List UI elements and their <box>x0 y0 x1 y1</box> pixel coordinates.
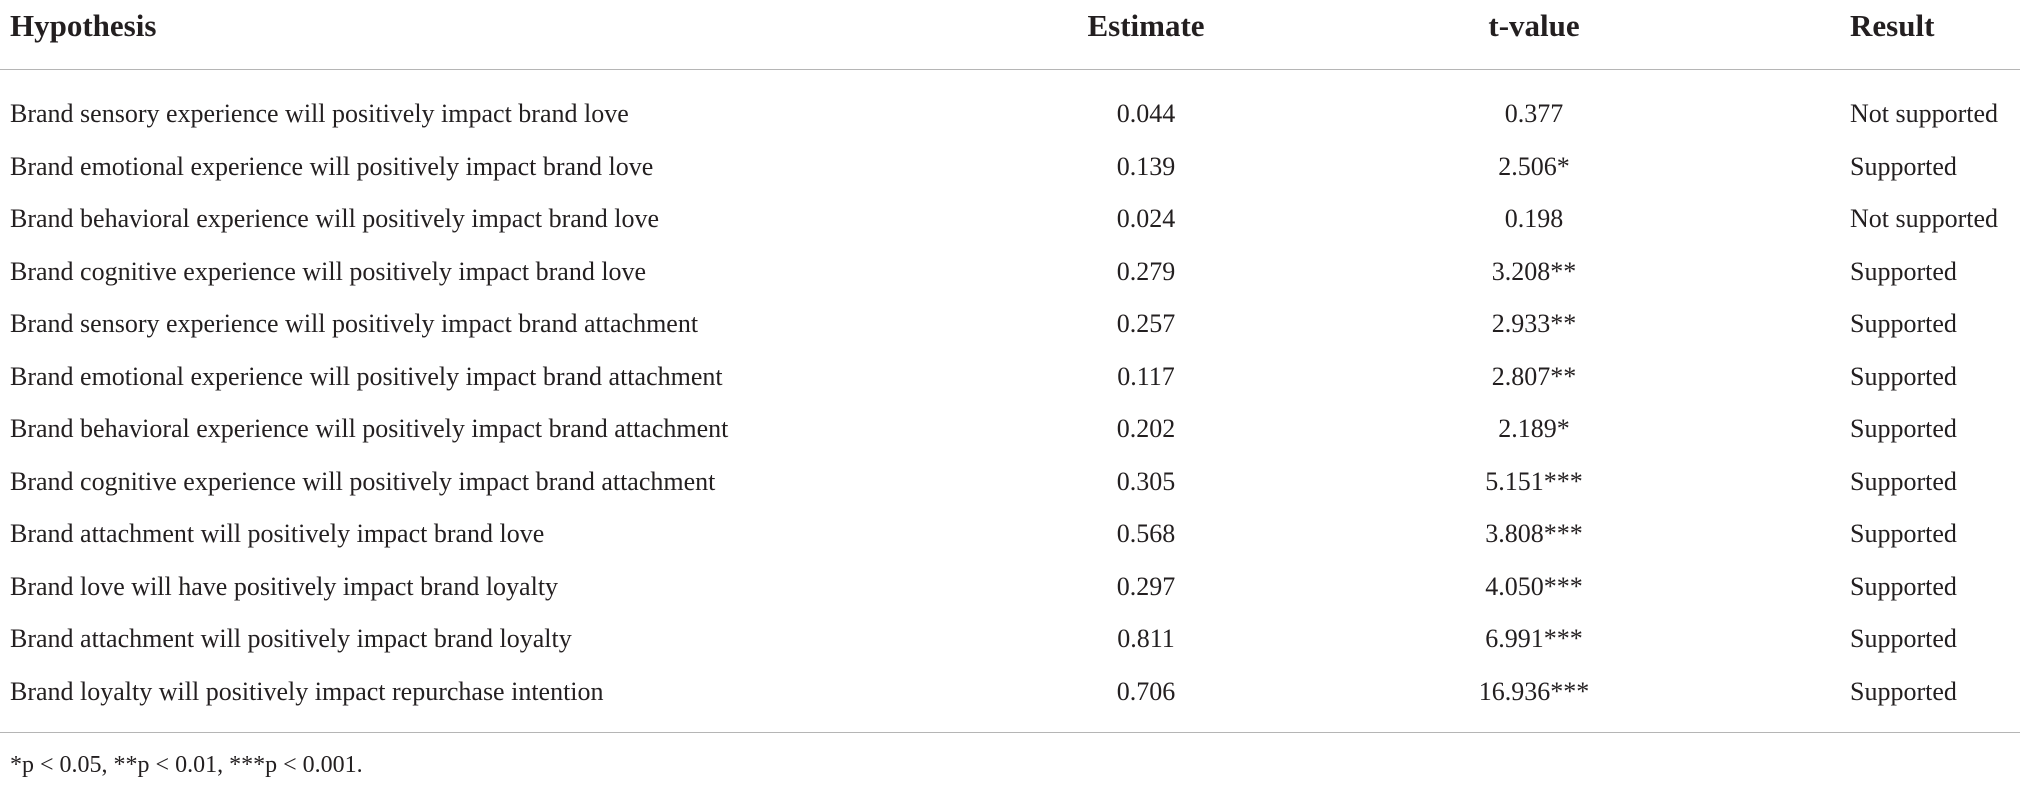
table-cell: 0.257 <box>1116 309 1176 338</box>
table-cell: Not supported <box>1850 204 1999 233</box>
table-cell: 2.807** <box>1491 361 1577 391</box>
table-cell: 2.189* <box>1498 414 1570 443</box>
table-cell: Supported <box>1850 414 1957 443</box>
table-cell: 0.024 <box>1116 204 1176 233</box>
table-cell: Brand cognitive experience will positive… <box>10 466 716 496</box>
header-rule <box>0 69 2020 70</box>
table-cell: 0.117 <box>1117 361 1175 391</box>
header-cell: t-value <box>1488 8 1580 43</box>
table-cell: 16.936*** <box>1478 676 1590 706</box>
footnote: *p < 0.05, **p < 0.01, ***p < 0.001. <box>10 752 363 778</box>
table-cell: Brand cognitive experience will positive… <box>10 256 647 286</box>
table-cell: 6.991*** <box>1485 624 1583 653</box>
table-cell: 3.208** <box>1491 256 1577 286</box>
table-cell: Brand sensory experience will positively… <box>10 99 629 128</box>
table-cell: 0.305 <box>1116 466 1176 496</box>
table-cell: Brand attachment will positively impact … <box>10 624 572 653</box>
table-cell: 2.506* <box>1498 151 1570 181</box>
table-cell: Supported <box>1850 676 1957 706</box>
table-cell: Not supported <box>1850 99 1999 128</box>
table-cell: 4.050*** <box>1485 571 1583 601</box>
table-cell: Supported <box>1850 309 1957 338</box>
table-cell: 3.808*** <box>1485 519 1583 548</box>
table-cell: Brand emotional experience will positive… <box>10 151 654 181</box>
table-cell: Supported <box>1850 624 1957 653</box>
table-cell: 0.377 <box>1504 99 1564 128</box>
table-cell: 0.811 <box>1117 624 1175 653</box>
table-cell: 0.198 <box>1504 204 1564 233</box>
table-cell: 0.279 <box>1116 256 1176 286</box>
table-cell: 2.933** <box>1491 309 1577 338</box>
table-cell: 0.139 <box>1116 151 1176 181</box>
table-cell: Supported <box>1850 151 1957 181</box>
table-cell: Brand loyalty will positively impact rep… <box>10 676 604 706</box>
table-cell: 0.297 <box>1116 571 1176 601</box>
table-cell: 0.568 <box>1116 519 1176 548</box>
table-cell: Supported <box>1850 571 1957 601</box>
header-cell: Result <box>1850 8 1935 43</box>
bottom-rule <box>0 732 2020 733</box>
table-cell: Supported <box>1850 466 1957 496</box>
table-cell: Supported <box>1850 361 1957 391</box>
table-cell: 5.151*** <box>1485 466 1583 496</box>
table-cell: Brand behavioral experience will positiv… <box>10 414 729 443</box>
table-cell: 0.044 <box>1116 99 1176 128</box>
table-cell: Brand behavioral experience will positiv… <box>10 204 660 233</box>
table-cell: Brand love will have positively impact b… <box>10 571 559 601</box>
table-cell: Brand sensory experience will positively… <box>10 309 699 338</box>
table-cell: Supported <box>1850 256 1957 286</box>
table-cell: 0.706 <box>1116 676 1176 706</box>
header-cell: Estimate <box>1087 8 1205 43</box>
table-cell: Brand attachment will positively impact … <box>10 519 545 548</box>
table-cell: 0.202 <box>1116 414 1176 443</box>
header-cell: Hypothesis <box>10 8 157 43</box>
table-cell: Supported <box>1850 519 1957 548</box>
table-cell: Brand emotional experience will positive… <box>10 361 723 391</box>
